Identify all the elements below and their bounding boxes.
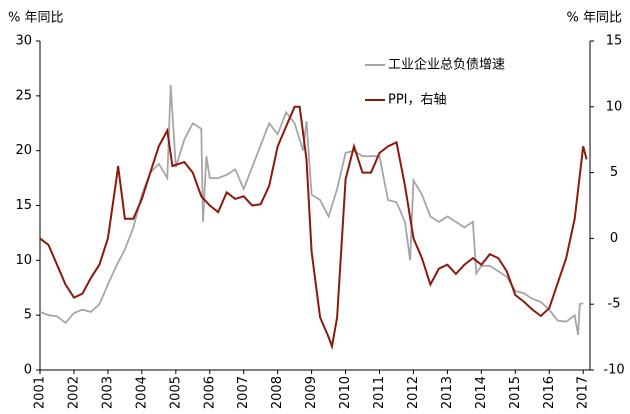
right-axis-unit: % 年同比 <box>567 11 623 26</box>
y-tick-label: 0 <box>24 363 32 378</box>
x-tick-label: 2010 <box>338 376 353 409</box>
y2-tick-label: -10 <box>603 363 624 378</box>
series-line <box>39 84 584 336</box>
y2-tick-label: 0 <box>610 231 618 246</box>
left-axis-unit: % 年同比 <box>8 11 64 26</box>
y-tick-label: 5 <box>24 308 32 323</box>
x-tick-label: 2002 <box>66 376 81 409</box>
x-tick-label: 2008 <box>270 376 285 409</box>
y-tick-label: 10 <box>15 253 32 268</box>
x-tick-label: 2012 <box>406 376 421 409</box>
x-tick-label: 2014 <box>474 376 489 409</box>
x-tick-label: 2003 <box>100 376 115 409</box>
y2-tick-label: 10 <box>606 99 623 114</box>
x-tick-label: 2004 <box>134 376 149 409</box>
x-tick-label: 2017 <box>576 376 591 409</box>
y-tick-label: 30 <box>15 34 32 49</box>
x-tick-label: 2007 <box>236 376 251 409</box>
y2-tick-label: 5 <box>610 165 618 180</box>
legend-label: 工业企业总负债增速 <box>388 57 505 73</box>
x-tick-label: 2009 <box>304 376 319 409</box>
series-line <box>39 105 588 351</box>
y-tick-label: 25 <box>15 88 32 103</box>
x-tick-label: 2015 <box>508 376 523 409</box>
x-tick-label: 2016 <box>542 376 557 409</box>
x-tick-label: 2011 <box>372 376 387 409</box>
x-tick-label: 2006 <box>202 376 217 409</box>
x-tick-label: 2005 <box>168 376 183 409</box>
x-tick-label: 2013 <box>440 376 455 409</box>
y-tick-label: 20 <box>15 143 32 158</box>
legend-label: PPI，右轴 <box>388 93 447 108</box>
y2-tick-label: -5 <box>608 297 621 312</box>
y2-tick-label: 15 <box>606 34 623 49</box>
y-tick-label: 15 <box>15 198 32 213</box>
x-tick-label: 2001 <box>33 376 48 409</box>
